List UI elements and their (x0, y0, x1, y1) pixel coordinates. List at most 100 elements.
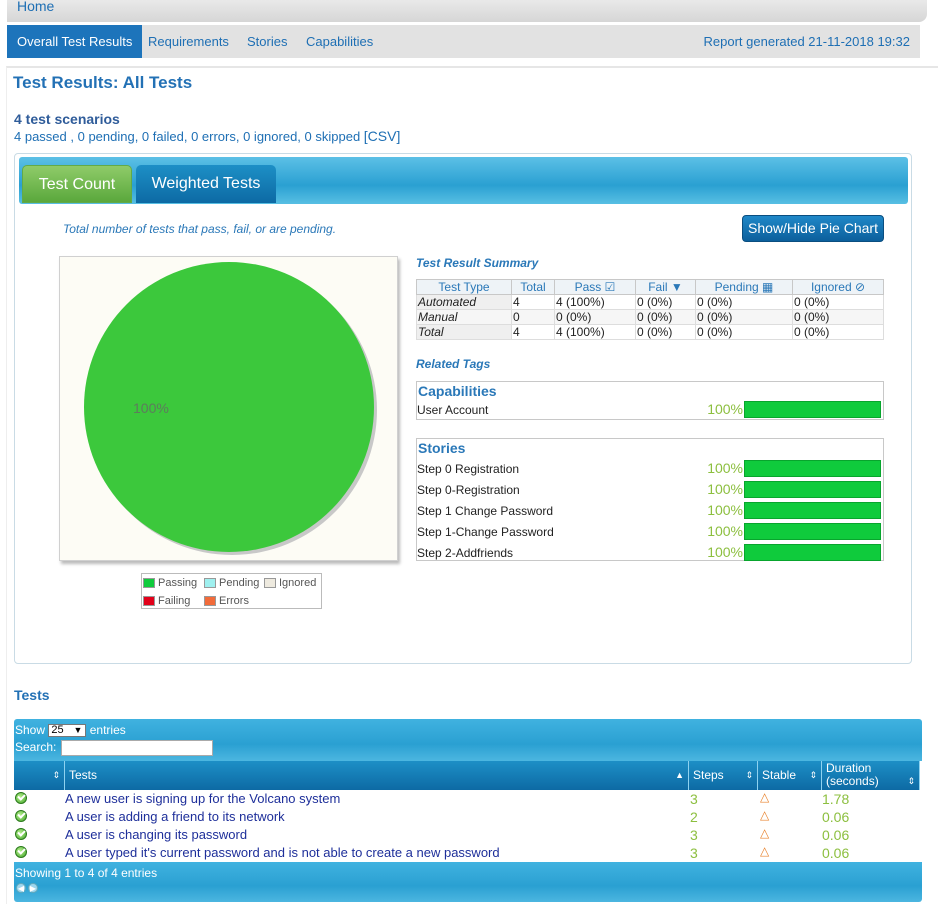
tab-capabilities[interactable]: Capabilities (306, 34, 374, 49)
show-hide-pie-chart-button[interactable]: Show/Hide Pie Chart (742, 215, 884, 242)
legend-item-passing: Passing (143, 577, 197, 589)
tab-test-count[interactable]: Test Count (22, 165, 132, 203)
tag-row: User Account 100% (417, 401, 883, 419)
tag-link[interactable]: Step 0-Registration (417, 483, 520, 497)
csv-link[interactable]: [CSV] (363, 128, 401, 144)
summary-cell: 0 (0%) (792, 294, 884, 310)
test-link[interactable]: A new user is signing up for the Volcano… (65, 791, 341, 806)
legend-item-failing: Failing (143, 595, 190, 607)
tag-percentage: 100% (707, 544, 743, 560)
page-length-select[interactable]: 25 ▼ (48, 724, 87, 738)
duration-value: 1.78 (822, 791, 850, 807)
col-steps-label: Steps (693, 768, 724, 782)
col-pending: Pending ▦ (695, 279, 793, 295)
tab-requirements[interactable]: Requirements (148, 34, 229, 49)
col-fail: Fail ▼ (635, 279, 696, 295)
home-link[interactable]: Home (17, 0, 55, 14)
col-tests[interactable]: Tests ▲ (65, 761, 689, 790)
sort-icon: ⇕ (52, 770, 60, 780)
tag-percentage: 100% (707, 523, 743, 539)
duration-value: 0.06 (822, 809, 850, 825)
tag-link[interactable]: User Account (417, 403, 489, 417)
legend-label: Errors (219, 595, 249, 607)
col-status[interactable]: ⇕ (14, 761, 65, 790)
stability-icon: △ (760, 826, 770, 840)
tag-percentage: 100% (707, 460, 743, 476)
summary-cell: 4 (511, 294, 555, 310)
summary-cell: 0 (0%) (695, 309, 793, 325)
summary-cell: Total (416, 324, 512, 340)
scenario-summary-text: 4 passed , 0 pending, 0 failed, 0 errors… (14, 129, 361, 144)
test-link[interactable]: A user is adding a friend to its network (65, 809, 285, 824)
check-icon: ☑ (604, 280, 616, 294)
legend-swatch (143, 596, 155, 606)
test-link[interactable]: A user typed it's current password and i… (65, 845, 500, 860)
pie-slice-label: 100% (133, 400, 169, 416)
summary-cell: 0 (0%) (554, 309, 636, 325)
tag-link[interactable]: Step 0 Registration (417, 462, 520, 476)
col-fail-label: Fail (648, 280, 668, 294)
duration-value: 0.06 (822, 845, 850, 861)
col-total: Total (511, 279, 555, 295)
tab-stories[interactable]: Stories (247, 34, 288, 49)
table-row: A user is changing its password 3 △ 0.06 (14, 826, 922, 844)
tests-table-toolbar: Show 25 ▼ entries Search: (14, 719, 922, 761)
summary-cell: Manual (416, 309, 512, 325)
legend-label: Passing (158, 577, 198, 589)
summary-title: Test Result Summary (416, 256, 539, 270)
summary-cell: 4 (511, 324, 555, 340)
steps-count: 2 (690, 809, 698, 825)
page-title: Test Results: All Tests (13, 73, 193, 92)
tag-progress-bar (744, 401, 881, 418)
calendar-icon: ▦ (762, 280, 774, 294)
steps-count: 3 (690, 845, 698, 861)
results-panel: Test Count Weighted Tests Total number o… (14, 153, 912, 664)
steps-count: 3 (690, 791, 698, 807)
test-link[interactable]: A user is changing its password (65, 827, 248, 842)
table-row: A user is adding a friend to its network… (14, 808, 922, 826)
pie-legend: Passing Pending Ignored Failing Errors (141, 573, 322, 609)
summary-row-manual: Manual 0 0 (0%) 0 (0%) 0 (0%) 0 (0%) (416, 309, 884, 325)
tag-link[interactable]: Step 2-Addfriends (417, 546, 514, 560)
col-stable[interactable]: Stable ⇕ (758, 761, 822, 790)
tag-link[interactable]: Step 1 Change Password (417, 504, 554, 518)
tag-progress-bar (744, 502, 881, 519)
capabilities-heading: Capabilities (418, 383, 497, 399)
pie-slice-passing (84, 262, 374, 552)
tests-title: Tests (14, 687, 50, 703)
report-generated: Report generated 21-11-2018 19:32 (703, 34, 910, 49)
col-stable-label: Stable (762, 768, 797, 782)
pie-chart: 100% (59, 256, 398, 561)
tag-row: Step 1-Change Password 100% (417, 522, 883, 543)
tag-percentage: 100% (707, 502, 743, 518)
tab-weighted-tests[interactable]: Weighted Tests (136, 165, 276, 203)
legend-swatch (264, 578, 276, 588)
summary-cell: 0 (0%) (635, 294, 696, 310)
tag-row: Step 0-Registration 100% (417, 480, 883, 501)
col-duration[interactable]: Duration (seconds) ⇕ (822, 761, 920, 790)
ban-icon: ⊘ (854, 280, 866, 294)
previous-page-icon[interactable]: ◀ (16, 883, 26, 893)
entries-label: entries (89, 723, 126, 737)
stability-icon: △ (760, 844, 770, 858)
legend-item-pending: Pending (204, 577, 259, 589)
tab-overall-test-results[interactable]: Overall Test Results (7, 25, 143, 58)
next-page-icon[interactable]: ▶ (28, 883, 38, 893)
legend-item-ignored: Ignored (264, 577, 316, 589)
tag-progress-bar (744, 544, 881, 561)
search-input[interactable] (61, 740, 213, 756)
legend-swatch (143, 578, 155, 588)
tag-progress-bar (744, 460, 881, 477)
chart-tab-bar: Test Count Weighted Tests (19, 157, 908, 204)
success-icon (15, 846, 27, 858)
sort-icon: ⇕ (809, 770, 817, 780)
chart-caption: Total number of tests that pass, fail, o… (63, 222, 337, 236)
legend-label: Failing (158, 595, 191, 607)
table-row: A user typed it's current password and i… (14, 844, 922, 862)
col-steps[interactable]: Steps ⇕ (689, 761, 758, 790)
page-length-control: Show 25 ▼ entries (15, 723, 126, 738)
legend-swatch (204, 596, 216, 606)
col-ignored: Ignored ⊘ (792, 279, 884, 295)
top-bar: Home (7, 0, 927, 22)
tag-link[interactable]: Step 1-Change Password (417, 525, 554, 539)
